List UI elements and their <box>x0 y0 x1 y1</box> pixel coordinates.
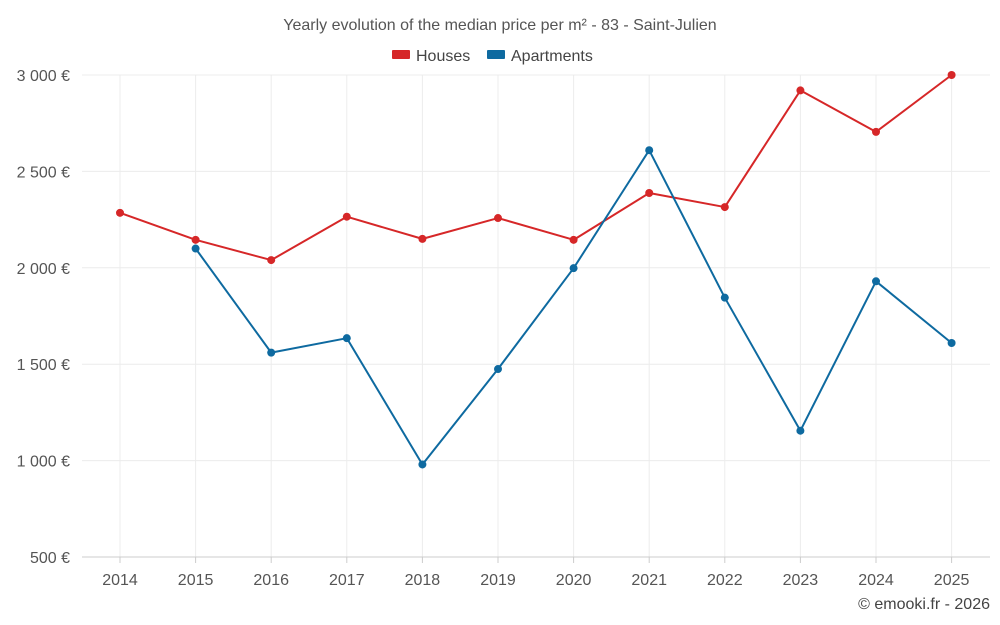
x-tick-label: 2024 <box>858 572 894 589</box>
data-point-apartments[interactable] <box>872 277 880 286</box>
y-tick-label: 500 € <box>30 550 70 567</box>
data-point-houses[interactable] <box>947 71 956 79</box>
x-axis-ticks: 2014 2015 2016 2017 2018 2019 2020 2021 2022 2023… <box>102 557 969 589</box>
legend-swatch-apartments <box>487 50 505 59</box>
data-point-houses[interactable] <box>494 214 502 223</box>
x-tick-label: 2016 <box>253 572 289 589</box>
legend-swatch-houses <box>392 50 410 59</box>
y-tick-label: 2 500 € <box>17 164 70 181</box>
x-tick-label: 2020 <box>556 572 592 589</box>
chart-title: Yearly evolution of the median price per… <box>283 17 716 34</box>
y-axis-ticks: 500 € 1 000 € 1 500 € 2 000 € 2 500 € 3 000 € <box>17 68 70 567</box>
y-tick-label: 2 000 € <box>17 261 70 278</box>
x-tick-label: 2022 <box>707 572 743 589</box>
data-point-apartments[interactable] <box>191 244 200 253</box>
data-point-apartments[interactable] <box>569 264 578 273</box>
data-point-houses[interactable] <box>418 234 427 243</box>
legend-item-houses[interactable]: Houses <box>392 48 470 65</box>
data-point-houses[interactable] <box>342 212 351 221</box>
data-point-houses[interactable] <box>645 188 654 197</box>
legend-label-houses: Houses <box>416 48 470 65</box>
data-point-apartments[interactable] <box>720 293 729 302</box>
legend-label-apartments: Apartments <box>511 48 593 65</box>
x-tick-label: 2015 <box>178 572 214 589</box>
data-point-apartments[interactable] <box>494 365 502 374</box>
data-point-houses[interactable] <box>796 86 805 95</box>
data-point-apartments[interactable] <box>418 460 427 469</box>
x-tick-label: 2018 <box>405 572 441 589</box>
data-point-houses[interactable] <box>720 203 729 212</box>
legend: Houses Apartments <box>392 48 593 65</box>
grid <box>82 74 990 557</box>
x-tick-label: 2025 <box>934 572 970 589</box>
legend-item-apartments[interactable]: Apartments <box>487 48 593 65</box>
data-point-houses[interactable] <box>569 235 578 244</box>
y-tick-label: 1 500 € <box>17 357 70 374</box>
data-point-apartments[interactable] <box>947 338 956 347</box>
x-tick-label: 2014 <box>102 572 138 589</box>
data-point-houses[interactable] <box>872 127 880 136</box>
series <box>116 71 956 469</box>
x-tick-label: 2021 <box>631 572 667 589</box>
y-tick-label: 1 000 € <box>17 454 70 471</box>
data-point-apartments[interactable] <box>342 334 351 343</box>
x-tick-label: 2017 <box>329 572 365 589</box>
x-tick-label: 2023 <box>783 572 819 589</box>
data-point-apartments[interactable] <box>796 426 805 435</box>
x-tick-label: 2019 <box>480 572 516 589</box>
data-point-apartments[interactable] <box>645 146 654 155</box>
data-point-houses[interactable] <box>191 235 200 244</box>
data-point-houses[interactable] <box>267 256 276 265</box>
credit-text: © emooki.fr - 2026 <box>858 596 990 613</box>
series-line-houses <box>119 74 953 262</box>
data-point-apartments[interactable] <box>267 348 276 357</box>
y-tick-label: 3 000 € <box>17 68 70 85</box>
data-point-houses[interactable] <box>116 208 124 217</box>
